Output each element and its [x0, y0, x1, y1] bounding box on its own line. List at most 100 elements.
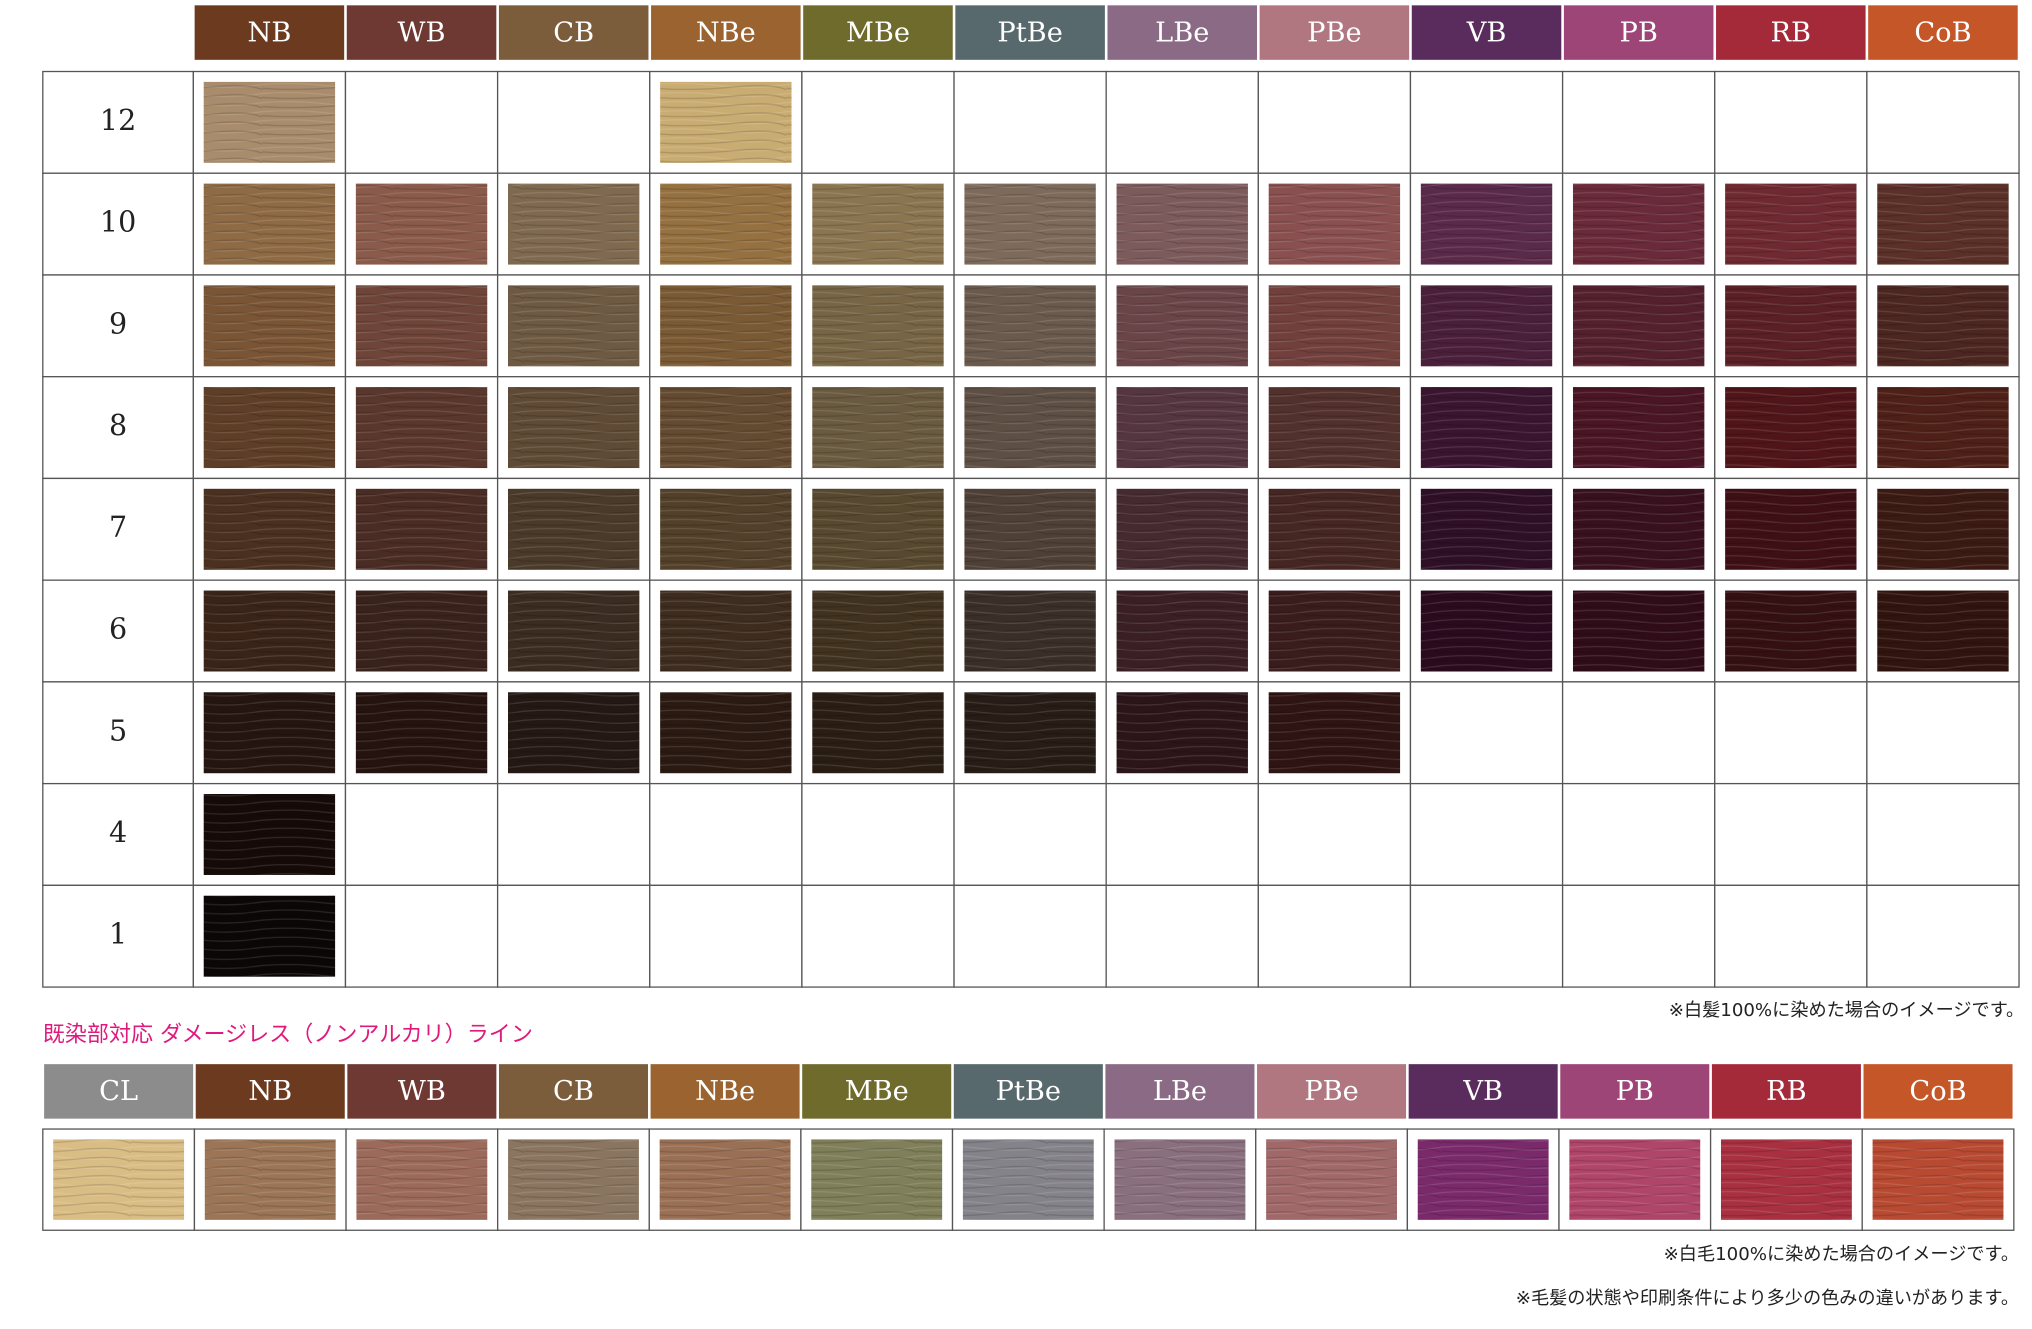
column-header: [1411, 5, 1562, 60]
swatch-texture: [1877, 183, 2009, 265]
cell: [42, 884, 194, 988]
swatch-texture: [811, 1139, 943, 1220]
cell: [42, 782, 194, 886]
row-label: 8: [109, 409, 127, 442]
swatch-texture: [1720, 1139, 1852, 1220]
swatch-texture: [1725, 488, 1857, 570]
swatch-texture: [1420, 488, 1553, 570]
cell: [1257, 782, 1412, 886]
swatch-texture: [356, 1139, 488, 1220]
swatch-texture: [962, 1139, 1094, 1220]
swatch-texture: [1420, 285, 1553, 367]
swatch-texture: [1268, 387, 1401, 469]
swatch-texture: [203, 895, 336, 977]
cell: [344, 782, 499, 886]
cell: [496, 884, 651, 988]
column-label: PtBe: [996, 1076, 1061, 1107]
column-header: [651, 5, 801, 60]
column-label: VB: [1462, 1076, 1503, 1107]
cell: [1409, 681, 1564, 785]
swatch-texture: [1268, 488, 1401, 570]
column-header: [1563, 5, 1714, 60]
cell: [496, 70, 651, 174]
cell: [953, 884, 1107, 988]
column-header: [1863, 1064, 2013, 1119]
cell: [953, 70, 1107, 174]
note: ※白毛100%に染めた場合のイメージです。: [1664, 1244, 2019, 1265]
column-header: [1259, 5, 1410, 60]
cell: [1561, 70, 1716, 174]
swatch-texture: [204, 1139, 336, 1220]
cell: [1257, 70, 1412, 174]
column-label: NB: [248, 1076, 292, 1107]
swatch-texture: [1572, 285, 1705, 367]
swatch-texture: [203, 81, 336, 163]
cell: [344, 884, 499, 988]
swatch-texture: [1725, 387, 1857, 469]
cell: [1866, 782, 2020, 886]
column-label: MBe: [845, 1076, 909, 1107]
swatch-texture: [1725, 183, 1857, 265]
cell: [42, 274, 194, 378]
cell: [1561, 884, 1716, 988]
swatch-texture: [203, 590, 336, 672]
column-label: MBe: [846, 17, 910, 48]
column-header: [1716, 5, 1866, 60]
swatch-texture: [964, 387, 1096, 469]
cell: [1409, 782, 1564, 886]
swatch-texture: [964, 285, 1096, 367]
swatch-texture: [812, 285, 944, 367]
swatch-texture: [355, 590, 488, 672]
swatch-texture: [660, 488, 792, 570]
cell: [953, 782, 1107, 886]
section-title: 既染部対応 ダメージレス（ノンアルカリ）ライン: [43, 1023, 533, 1048]
column-header: [498, 1064, 648, 1119]
column-label: PtBe: [997, 17, 1062, 48]
swatch-texture: [508, 387, 640, 469]
swatch-texture: [355, 183, 488, 265]
row-label: 4: [109, 816, 127, 849]
cell: [1866, 884, 2020, 988]
column-header: [803, 5, 953, 60]
column-header: [347, 1064, 497, 1119]
swatch-texture: [1572, 590, 1705, 672]
cell: [1866, 70, 2020, 174]
swatch-texture: [812, 183, 944, 265]
column-label: RB: [1766, 1076, 1807, 1107]
cell: [1866, 681, 2020, 785]
swatch-texture: [1877, 285, 2009, 367]
swatch-texture: [1877, 488, 2009, 570]
swatch-texture: [355, 488, 488, 570]
swatch-texture: [53, 1139, 185, 1220]
column-header: [44, 1064, 194, 1119]
column-label: NBe: [695, 1076, 755, 1107]
swatch-texture: [660, 285, 792, 367]
column-label: LBe: [1155, 17, 1209, 48]
column-label: VB: [1466, 17, 1507, 48]
row-label: 5: [109, 714, 127, 747]
column-label: CB: [553, 17, 594, 48]
note: ※白髪100%に染めた場合のイメージです。: [1669, 1000, 2024, 1021]
swatch-texture: [203, 793, 336, 875]
swatch-texture: [660, 387, 792, 469]
row-label: 12: [100, 104, 136, 137]
column-header: [802, 1064, 952, 1119]
swatch-texture: [1572, 183, 1705, 265]
cell: [1714, 681, 1868, 785]
swatch-texture: [812, 692, 944, 774]
swatch-texture: [508, 183, 640, 265]
swatch-texture: [812, 488, 944, 570]
column-label: PBe: [1307, 17, 1361, 48]
column-header: [1408, 1064, 1558, 1119]
swatch-texture: [1268, 183, 1401, 265]
swatch-texture: [812, 387, 944, 469]
swatch-texture: [964, 692, 1096, 774]
cell: [1714, 782, 1868, 886]
column-label: RB: [1771, 17, 1812, 48]
cell: [42, 172, 194, 276]
swatch-texture: [1420, 590, 1553, 672]
column-header: [953, 1064, 1103, 1119]
column-header: [194, 5, 345, 60]
cell: [1409, 70, 1564, 174]
swatch-texture: [964, 590, 1096, 672]
